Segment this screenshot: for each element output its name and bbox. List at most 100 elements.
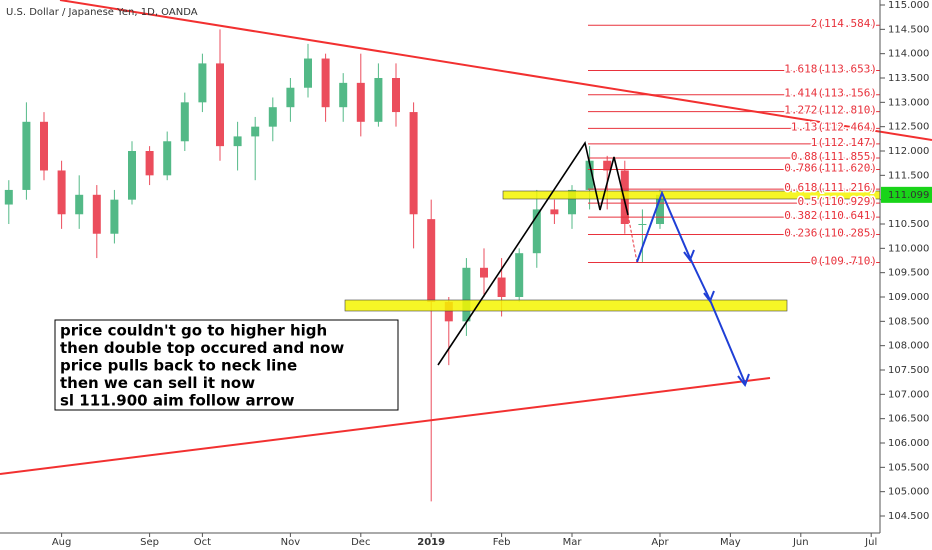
candle-body: [603, 160, 612, 171]
y-tick-label: 105.500: [888, 462, 929, 473]
fib-label: 0.88(111.855): [791, 150, 877, 163]
y-tick-label: 112.500: [888, 122, 929, 133]
x-tick-label: May: [720, 537, 741, 548]
candle-body: [515, 253, 524, 297]
x-tick-label: Dec: [351, 537, 370, 548]
note-line: then double top occured and now: [60, 339, 344, 357]
fib-label: 2(114.584): [811, 17, 877, 30]
x-tick-label: Oct: [194, 537, 211, 548]
y-tick-label: 115.000: [888, 0, 929, 11]
x-tick-label: Aug: [52, 537, 72, 548]
note-box: [54, 319, 399, 411]
candle-body: [198, 63, 207, 103]
x-tick-label: Nov: [281, 537, 301, 548]
y-tick-label: 113.500: [888, 73, 929, 84]
candle-body: [128, 151, 136, 200]
candle-body: [339, 82, 348, 108]
fib-label: 0.5(110.929): [798, 195, 877, 208]
chart-title: U.S. Dollar / Japanese Yen, 1D, OANDA: [6, 7, 198, 18]
x-tick-label: Sep: [140, 537, 159, 548]
y-tick-label: 109.000: [888, 292, 929, 303]
x-tick-label: Jul: [864, 537, 877, 548]
arrow-head: [703, 290, 715, 304]
candle-body: [532, 209, 541, 254]
trend-line: [0, 377, 771, 475]
y-tick-label: 107.000: [888, 389, 929, 400]
candle-body: [40, 121, 48, 171]
y-tick-label: 108.500: [888, 316, 929, 327]
candle-body: [568, 189, 576, 215]
fib-label: 1(112.147): [811, 136, 877, 149]
candle-body: [251, 126, 260, 137]
fib-label: 0.382(110.641): [784, 209, 877, 222]
candle-body: [392, 78, 400, 113]
candle-body: [4, 189, 13, 205]
candle-body: [356, 82, 365, 122]
y-tick-label: 110.000: [888, 243, 929, 254]
x-tick-label: Feb: [493, 537, 511, 548]
y-tick-label: 110.500: [888, 219, 929, 230]
y-tick-label: 105.000: [888, 487, 929, 498]
plot: [4, 24, 880, 502]
candle-body: [286, 87, 295, 108]
trend-line: [59, 0, 932, 141]
fib-label: 0(109.710): [811, 254, 877, 267]
candle-body: [462, 267, 471, 322]
candle-body: [110, 199, 119, 234]
y-tick-label: 107.500: [888, 365, 929, 376]
y-tick-label: 111.500: [888, 170, 929, 181]
y-tick-label: 106.500: [888, 414, 929, 425]
candle-body: [57, 170, 66, 215]
candle-body: [638, 224, 647, 225]
y-tick-label: 104.500: [888, 511, 929, 522]
candle-body: [409, 112, 418, 215]
fib-label: 0.236(110.285): [784, 226, 877, 239]
candle-body: [163, 141, 172, 176]
candle-body: [550, 209, 559, 215]
y-tick-label: 114.500: [888, 24, 929, 35]
price-tag: [881, 186, 932, 203]
pattern-line: [627, 214, 638, 263]
y-tick-label: 106.000: [888, 438, 929, 449]
fib-label: 1.272(112.810): [784, 104, 877, 117]
candle-body: [321, 58, 330, 108]
y-tick-label: 109.500: [888, 268, 929, 279]
note-line: sl 111.900 aim follow arrow: [60, 392, 295, 410]
candle-body: [22, 121, 31, 190]
candle-body: [216, 63, 224, 147]
note-line: price pulls back to neck line: [60, 357, 297, 375]
fib-label: 0.786(111.620): [784, 161, 877, 174]
candle-body: [497, 277, 506, 297]
candle-body: [92, 194, 101, 234]
candle-body: [180, 102, 189, 142]
candle-body: [145, 151, 154, 176]
zone: [344, 299, 788, 312]
candle-body: [268, 107, 277, 127]
x-tick-label: Mar: [563, 537, 583, 548]
candle-body: [656, 194, 664, 224]
price-tag-label: 111.099: [888, 190, 929, 201]
fib-label: 0.618(111.216): [784, 181, 877, 194]
x-tick-label: Jun: [792, 537, 809, 548]
arrow-head: [737, 373, 750, 388]
y-tick-label: 108.000: [888, 341, 929, 352]
x-tick-label: Apr: [651, 537, 669, 548]
fib-label: 1.13(112.464): [791, 120, 877, 133]
candle-body: [304, 58, 312, 88]
note-line: price couldn't go to higher high: [60, 322, 327, 340]
fib-label: 1.618(113.653): [784, 63, 877, 76]
candle-body: [233, 136, 242, 147]
candle-body: [585, 160, 594, 190]
y-tick-label: 112.000: [888, 146, 929, 157]
candle-body: [444, 301, 453, 322]
candle-body: [427, 219, 436, 302]
candle-body: [75, 194, 84, 215]
y-tick-label: 113.000: [888, 97, 929, 108]
fib-label: 1.414(113.156): [784, 87, 877, 100]
x-tick-label: 2019: [417, 537, 445, 548]
note-line: then we can sell it now: [60, 374, 255, 392]
candle-body: [374, 78, 383, 122]
arrow-head: [683, 249, 695, 263]
